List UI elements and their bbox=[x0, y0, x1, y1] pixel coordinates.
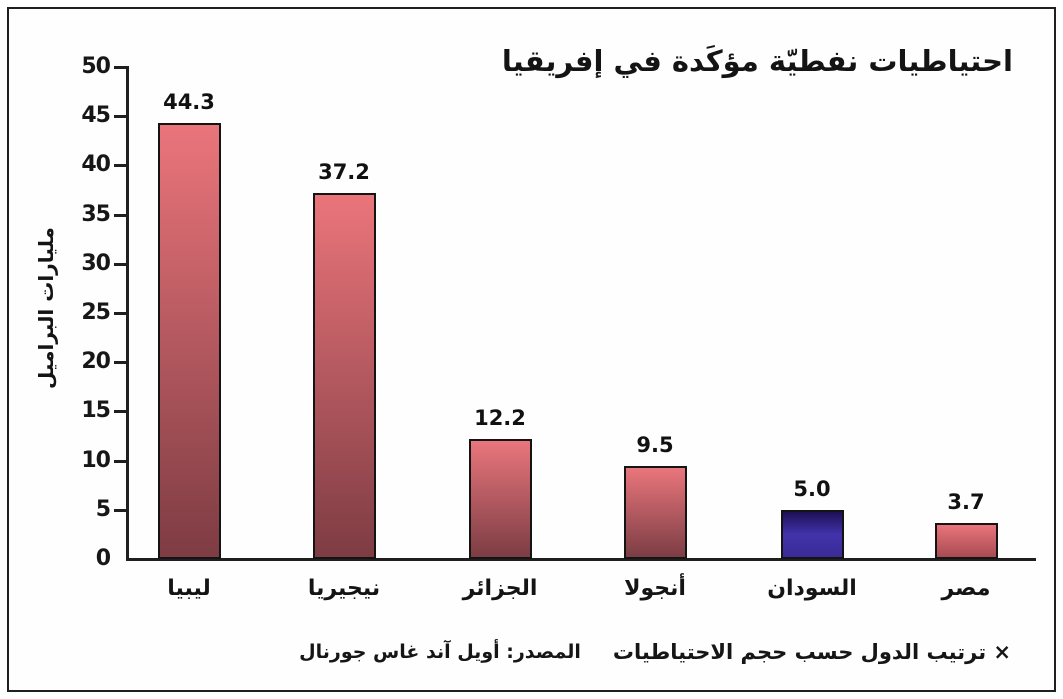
y-tick-mark bbox=[114, 410, 126, 414]
y-tick-mark bbox=[114, 312, 126, 315]
source-note: المصدر: أويل آند غاس جورنال bbox=[299, 641, 581, 663]
bar-value-label: 44.3 bbox=[163, 90, 215, 115]
y-tick-label: 10 bbox=[81, 447, 111, 473]
y-axis-line bbox=[126, 66, 129, 559]
y-tick-mark bbox=[114, 164, 126, 168]
x-axis-label: مصر bbox=[941, 576, 991, 601]
x-axis-label: ليبيا bbox=[167, 576, 211, 601]
y-tick-mark bbox=[114, 66, 126, 69]
y-tick-mark bbox=[114, 459, 126, 463]
chart-title: احتياطيات نفطيّة مؤكَدة في إفريقيا bbox=[501, 44, 1013, 78]
y-tick-mark bbox=[114, 115, 126, 119]
y-tick-label: 50 bbox=[81, 54, 111, 79]
x-axis-label: نيجيريا bbox=[307, 576, 381, 601]
chart-bar bbox=[157, 123, 221, 559]
ranking-note: × ترتيب الدول حسب حجم الاحتياطيات bbox=[612, 640, 1011, 664]
x-axis-label: أنجولا bbox=[624, 576, 686, 601]
chart-bar bbox=[780, 509, 844, 559]
y-tick-label: 15 bbox=[81, 398, 111, 424]
bar-value-label: 3.7 bbox=[947, 489, 985, 514]
x-axis-label: الجزائر bbox=[462, 576, 538, 601]
chart-bar bbox=[312, 192, 376, 559]
y-tick-label: 45 bbox=[81, 103, 111, 129]
bar-value-label: 5.0 bbox=[793, 476, 831, 501]
y-tick-label: 40 bbox=[81, 152, 111, 178]
y-tick-mark bbox=[114, 361, 126, 365]
y-tick-label: 30 bbox=[81, 250, 111, 276]
x-axis-baseline bbox=[126, 558, 1036, 561]
bar-value-label: 9.5 bbox=[636, 432, 674, 457]
chart-bar bbox=[623, 465, 687, 559]
y-tick-mark bbox=[114, 213, 126, 217]
y-tick-label: 35 bbox=[81, 201, 111, 227]
y-tick-mark bbox=[114, 262, 126, 266]
y-tick-mark bbox=[114, 508, 126, 512]
y-tick-label: 0 bbox=[95, 546, 111, 571]
bar-value-label: 12.2 bbox=[474, 405, 526, 430]
bar-value-label: 37.2 bbox=[318, 159, 370, 184]
y-tick-label: 20 bbox=[81, 349, 111, 375]
y-tick-label: 25 bbox=[81, 300, 111, 325]
chart-bar bbox=[468, 438, 532, 559]
y-tick-label: 5 bbox=[95, 496, 111, 522]
x-axis-label: السودان bbox=[767, 576, 857, 601]
chart-bar bbox=[934, 522, 998, 559]
